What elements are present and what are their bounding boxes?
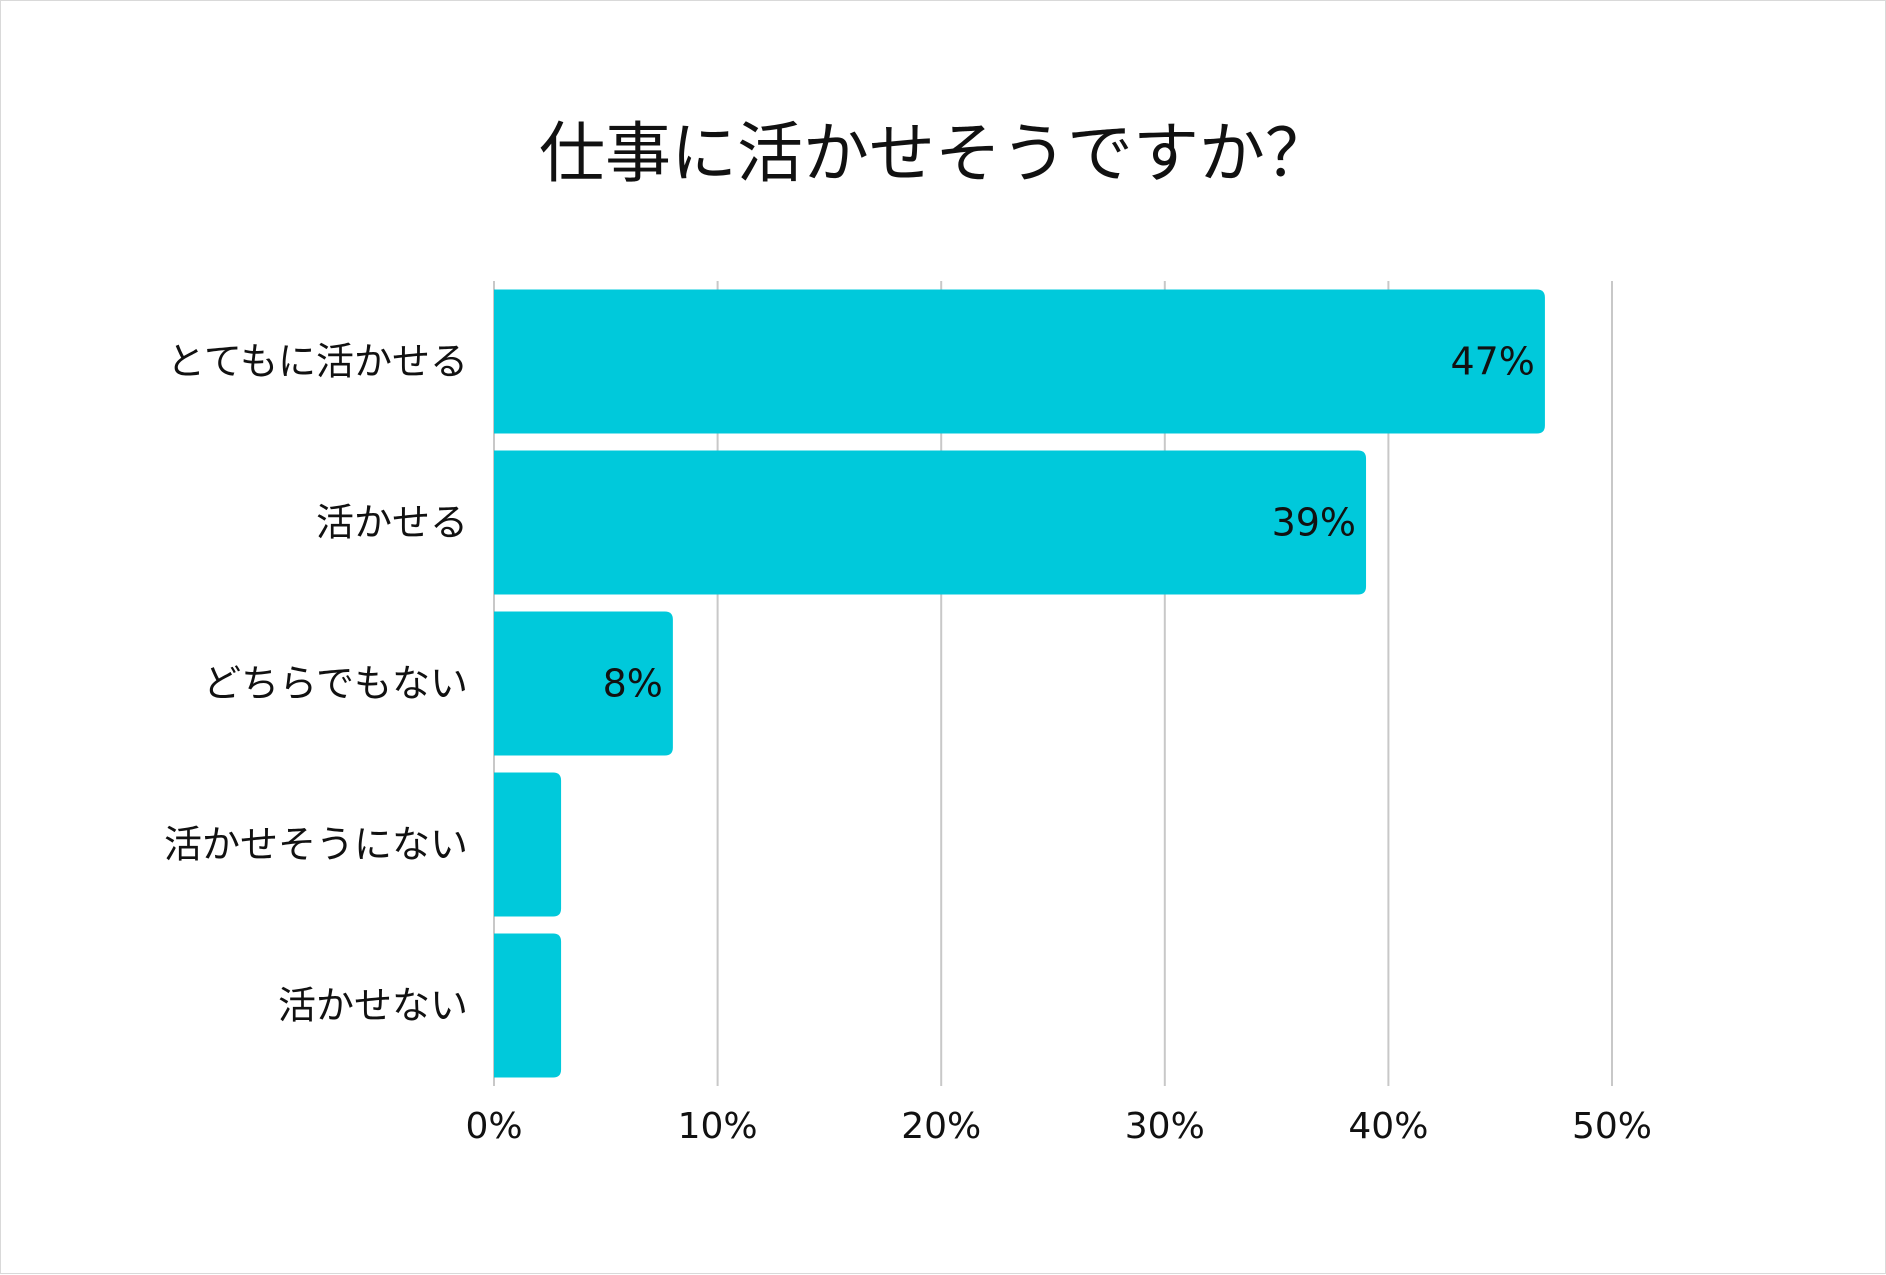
x-tick-label-5: 50% <box>1572 1106 1652 1147</box>
x-tick-label-4: 40% <box>1348 1106 1428 1147</box>
value-label-2: 8% <box>603 662 663 706</box>
x-tick-label-1: 10% <box>678 1106 758 1147</box>
bar-1 <box>494 450 1367 595</box>
category-label-4: 活かせない <box>278 984 468 1028</box>
x-tick-label-0: 0% <box>465 1106 522 1147</box>
category-label-2: どちらでもない <box>203 662 468 706</box>
chart-title: 仕事に活かせそうですか？ <box>539 115 1331 192</box>
bars <box>494 289 1545 1078</box>
x-tick-label-3: 30% <box>1125 1106 1205 1147</box>
x-tick-label-2: 20% <box>901 1106 981 1147</box>
bar-2 <box>494 611 673 756</box>
value-label-0: 47% <box>1450 340 1534 384</box>
value-label-1: 39% <box>1272 501 1356 545</box>
category-label-1: 活かせる <box>316 501 468 545</box>
value-labels: 47% 39% 8% <box>603 340 1535 706</box>
bar-4 <box>494 933 562 1078</box>
category-label-3: 活かせそうにない <box>164 823 468 867</box>
x-axis-tick-labels: 0% 10% 20% 30% 40% 50% <box>465 1106 1652 1147</box>
category-label-0: とてもに活かせる <box>167 340 468 384</box>
bar-3 <box>494 772 562 917</box>
bar-0 <box>494 289 1545 434</box>
